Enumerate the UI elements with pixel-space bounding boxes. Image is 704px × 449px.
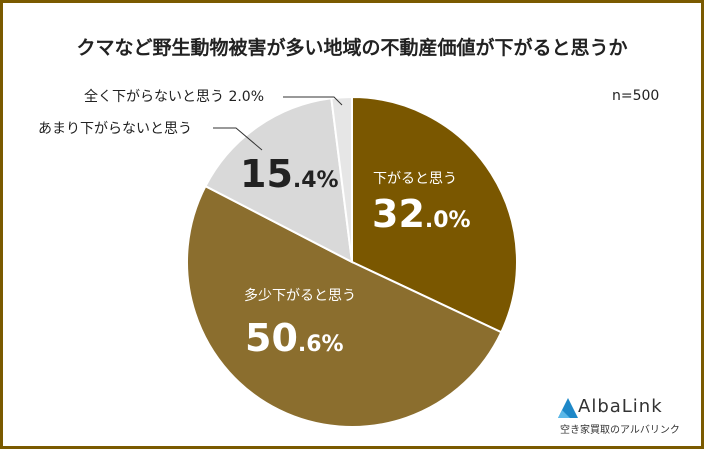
label-s2-name: 多少下がると思う — [244, 288, 356, 304]
chart-title: クマなど野生動物被害が多い地域の不動産価値が下がると思うか — [76, 37, 628, 59]
label-s1-name: 下がると思う — [373, 171, 457, 187]
label-s3-value: 15.4% — [240, 152, 339, 196]
pie-slice-4 — [330, 95, 353, 263]
label-s3-name: あまり下がらないと思う — [38, 121, 192, 137]
pie-slice-1 — [351, 95, 518, 334]
label-s1-value: 32.0% — [372, 192, 471, 236]
sample-size: n=500 — [612, 88, 660, 104]
logo-mark-icon — [558, 398, 578, 418]
label-s2-value: 50.6% — [245, 316, 344, 360]
pie-slice-3 — [204, 97, 354, 264]
leader-line-s4 — [283, 96, 343, 106]
label-s4: 全く下がらないと思う 2.0% — [84, 89, 265, 105]
leader-line-s3 — [213, 127, 263, 151]
pie-slice-2 — [186, 184, 503, 428]
